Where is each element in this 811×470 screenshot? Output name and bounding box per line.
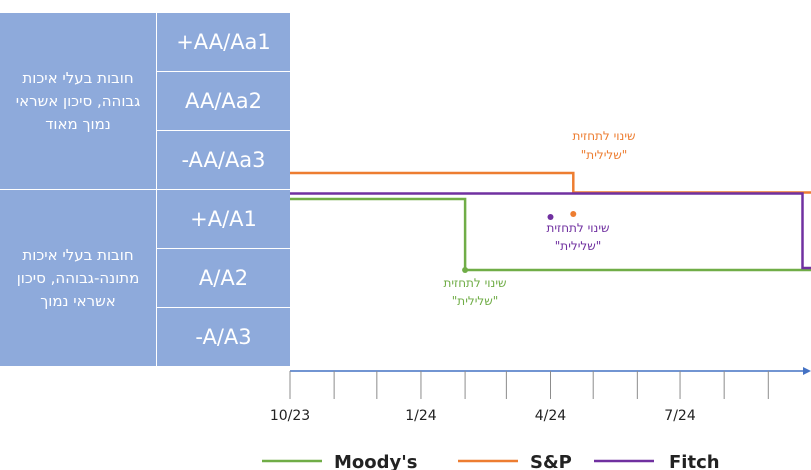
legend-label: Moody's	[334, 452, 418, 470]
series-line-fitch	[290, 192, 811, 270]
rating-label: +AA/Aa1	[157, 12, 290, 71]
x-tick-label: 4/24	[535, 408, 567, 424]
annotation-text: שינוי לתחזית "שלילית"	[546, 221, 609, 253]
annotation-text: שינוי לתחזית "שלילית"	[572, 129, 635, 162]
rating-label: AA/Aa2	[157, 71, 290, 130]
rating-label: -A/A3	[157, 307, 290, 366]
legend-label: Fitch	[669, 452, 720, 470]
rating-label: A/A2	[157, 248, 290, 307]
rating-group-label: חובות בעלי איכות מתונה-גבוהה, סיכון אשרא…	[0, 189, 157, 366]
series-line-sandp	[290, 171, 811, 194]
x-tick-label: 10/23	[270, 408, 310, 424]
series-line-moodys	[290, 197, 811, 272]
x-tick-label: 7/24	[664, 408, 696, 424]
rating-label: -AA/Aa3	[157, 130, 290, 189]
x-tick-label: 1/24	[405, 408, 437, 424]
annotation-text: שינוי לתחזית "שלילית"	[443, 276, 506, 308]
legend-label: S&P	[530, 452, 572, 470]
annotation-marker	[462, 267, 469, 273]
x-axis-arrow	[803, 367, 811, 375]
annotation-marker	[570, 211, 577, 217]
annotation-marker	[547, 214, 554, 220]
rating-label: +A/A1	[157, 189, 290, 248]
rating-group-label: חובות בעלי איכות גבוהה, סיכון אשראי נמוך…	[0, 12, 157, 189]
